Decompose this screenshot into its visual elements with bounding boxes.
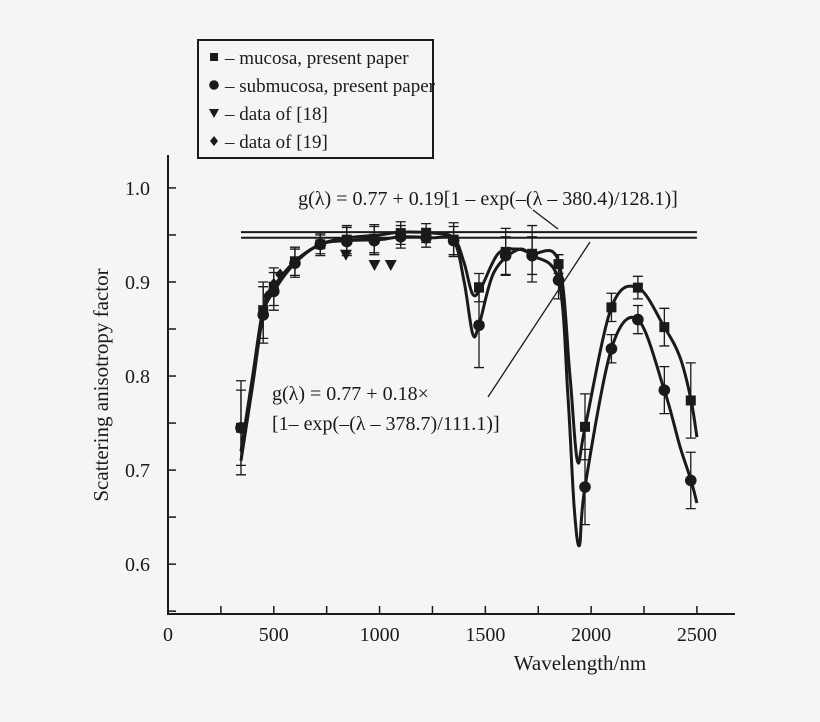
fit-annotation-upper: g(λ) = 0.77 + 0.19[1 – exp(–(λ – 380.4)/… bbox=[298, 188, 678, 210]
square-marker bbox=[210, 53, 218, 61]
circle-marker bbox=[314, 238, 327, 251]
circle-marker bbox=[473, 319, 485, 332]
circle-marker bbox=[235, 421, 247, 434]
axis-frame bbox=[167, 155, 735, 615]
circle-marker bbox=[209, 80, 219, 90]
y-tick-label: 0.9 bbox=[125, 272, 150, 294]
fit-lines bbox=[240, 209, 697, 398]
diamond-marker bbox=[262, 290, 273, 303]
axes: 0 500 1000 1500 2000 2500 0.6 0.7 0.8 0.9 1.0 bbox=[125, 155, 735, 646]
circle-marker bbox=[552, 274, 565, 286]
square-marker bbox=[606, 302, 617, 313]
triangle-marker bbox=[368, 260, 381, 272]
legend-label: – mucosa, present paper bbox=[224, 48, 409, 69]
square-marker bbox=[659, 322, 670, 333]
circle-marker bbox=[499, 249, 512, 262]
annotation-leader-lower bbox=[487, 241, 591, 398]
x-tick-label: 1500 bbox=[465, 624, 505, 646]
circle-marker bbox=[257, 309, 270, 321]
legend: – mucosa, present paper – submucosa, pres… bbox=[197, 39, 436, 159]
y-tick-label: 0.6 bbox=[125, 554, 150, 576]
circle-marker bbox=[420, 231, 432, 244]
circle-marker bbox=[289, 257, 301, 269]
x-tick-label: 2000 bbox=[571, 624, 611, 646]
square-marker bbox=[685, 395, 696, 406]
diamond-marker bbox=[210, 136, 218, 146]
y-tick-label: 0.8 bbox=[125, 366, 150, 388]
x-tick-label: 0 bbox=[163, 624, 173, 646]
circle-marker bbox=[632, 313, 644, 326]
fit-annotation-lower-1: g(λ) = 0.77 + 0.18× bbox=[272, 383, 429, 405]
diamond-marker bbox=[268, 277, 279, 290]
circle-marker bbox=[684, 474, 697, 487]
fit-annotation-lower-2: [1– exp(–(λ – 378.7)/111.1)] bbox=[272, 413, 500, 435]
square-marker bbox=[579, 421, 590, 432]
circle-marker bbox=[394, 231, 407, 243]
circle-marker bbox=[340, 235, 353, 248]
series-curve bbox=[239, 235, 699, 548]
x-axis-label: Wavelength/nm bbox=[514, 651, 646, 675]
curves bbox=[239, 230, 699, 548]
x-tick-label: 1000 bbox=[360, 624, 400, 646]
circle-marker bbox=[447, 234, 460, 247]
triangle-marker bbox=[339, 249, 352, 261]
legend-label: – data of [19] bbox=[224, 132, 328, 153]
y-tick-label: 1.0 bbox=[125, 178, 150, 200]
legend-label: – data of [18] bbox=[224, 104, 328, 125]
annotation-leader-upper bbox=[532, 209, 559, 230]
triangle-marker bbox=[209, 109, 219, 118]
square-marker bbox=[632, 282, 643, 293]
diamond-marker bbox=[275, 268, 286, 281]
circle-marker bbox=[526, 249, 538, 262]
triangle-marker bbox=[384, 260, 397, 272]
legend-label: – submucosa, present paper bbox=[224, 76, 436, 97]
circle-marker bbox=[658, 384, 671, 396]
x-tick-label: 500 bbox=[259, 624, 289, 646]
circle-marker bbox=[605, 342, 618, 355]
y-axis-label: Scattering anisotropy factor bbox=[89, 268, 113, 501]
x-tick-label: 2500 bbox=[677, 624, 717, 646]
data-marks bbox=[235, 221, 697, 526]
legend-box bbox=[197, 39, 434, 159]
circle-marker bbox=[368, 234, 381, 247]
y-tick-label: 0.7 bbox=[125, 460, 150, 482]
circle-marker bbox=[579, 481, 591, 493]
